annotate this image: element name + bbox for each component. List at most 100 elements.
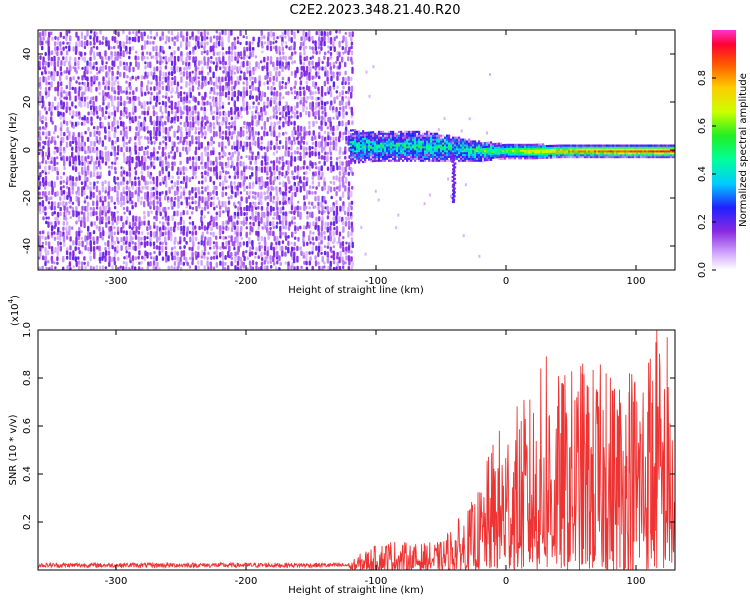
noise-cell: [246, 110, 249, 116]
noise-cell: [186, 111, 189, 116]
signal-cell: [430, 159, 433, 162]
signal-cell: [514, 157, 517, 160]
signal-cell: [412, 144, 415, 147]
signal-cell: [380, 140, 383, 143]
noise-cell: [215, 165, 218, 172]
noise-cell: [147, 140, 150, 145]
noise-cell: [122, 136, 125, 142]
noise-cell: [275, 150, 279, 154]
noise-cell: [65, 75, 68, 81]
signal-cell: [506, 145, 509, 148]
signal-cell: [386, 140, 389, 143]
noise-cell: [158, 250, 161, 256]
signal-cell: [404, 142, 407, 145]
noise-cell: [59, 146, 62, 152]
signal-cell: [398, 159, 401, 162]
noise-cell: [65, 35, 68, 42]
signal-cell: [534, 155, 537, 158]
noise-cell: [117, 100, 120, 108]
noise-cell: [185, 231, 189, 237]
noise-cell: [221, 76, 224, 83]
noise-cell: [153, 120, 156, 127]
signal-cell: [476, 148, 479, 151]
signal-cell: [536, 143, 539, 146]
signal-cell: [392, 140, 395, 143]
noise-cell: [111, 235, 114, 243]
noise-cell: [350, 76, 353, 82]
signal-cell: [422, 132, 425, 135]
signal-cell: [464, 140, 467, 143]
noise-cell: [98, 105, 101, 112]
noise-cell: [224, 66, 227, 71]
noise-cell: [122, 90, 125, 94]
noise-cell: [110, 151, 113, 157]
signal-cell: [420, 153, 423, 156]
signal-cell: [430, 150, 433, 153]
signal-cell: [454, 144, 457, 147]
noise-cell: [83, 101, 86, 107]
noise-cell: [143, 220, 146, 226]
noise-cell: [152, 241, 156, 247]
noise-cell: [260, 35, 263, 40]
noise-cell: [165, 61, 168, 65]
noise-cell: [297, 155, 300, 161]
noise-cell: [284, 35, 287, 39]
noise-cell: [314, 225, 317, 230]
signal-cell: [404, 148, 407, 151]
signal-cell: [434, 144, 437, 147]
noise-cell: [164, 65, 168, 70]
noise-cell: [266, 75, 269, 80]
noise-cell: [332, 175, 335, 181]
noise-cell: [69, 236, 72, 242]
noise-cell: [54, 146, 57, 150]
noise-cell: [318, 216, 321, 222]
signal-cell: [374, 155, 377, 159]
noise-cell: [75, 260, 78, 267]
noise-cell: [263, 121, 266, 128]
signal-cell: [498, 144, 501, 147]
noise-cell: [68, 61, 71, 67]
noise-cell: [335, 200, 338, 205]
noise-cell: [96, 180, 99, 184]
noise-cell: [161, 245, 164, 253]
noise-cell: [254, 215, 257, 223]
signal-cell: [394, 150, 397, 153]
signal-cell: [440, 150, 443, 153]
noise-cell: [155, 126, 159, 132]
noise-cell: [188, 216, 192, 220]
noise-cell: [224, 200, 227, 208]
signal-cell: [468, 146, 471, 149]
noise-cell: [260, 135, 263, 141]
signal-cell: [378, 151, 381, 155]
noise-cell: [87, 111, 90, 116]
signal-cell: [470, 151, 473, 155]
noise-cell: [269, 175, 272, 183]
noise-cell: [54, 140, 57, 146]
signal-cell: [430, 138, 433, 141]
noise-cell: [317, 206, 320, 211]
noise-cell: [81, 146, 84, 152]
noise-cell: [237, 255, 240, 261]
noise-cell: [311, 101, 314, 108]
noise-cell: [105, 40, 108, 47]
noise-cell: [53, 225, 56, 230]
signal-cell: [354, 140, 357, 143]
noise-cell: [252, 46, 255, 52]
noise-cell: [336, 186, 339, 190]
noise-cell: [144, 146, 147, 150]
noise-cell: [263, 35, 266, 40]
noise-cell: [197, 141, 201, 148]
noise-cell: [218, 40, 221, 47]
noise-cell: [131, 205, 134, 210]
noise-cell: [249, 76, 252, 82]
noise-cell: [206, 151, 210, 158]
signal-cell: [536, 149, 539, 152]
signal-cell: [482, 155, 485, 158]
signal-cell: [408, 132, 411, 135]
signal-cell: [480, 144, 483, 147]
noise-cell: [138, 125, 141, 132]
noise-cell: [243, 50, 246, 57]
noise-cell: [69, 267, 72, 270]
noise-cell: [326, 257, 330, 264]
signal-cell: [418, 157, 421, 160]
